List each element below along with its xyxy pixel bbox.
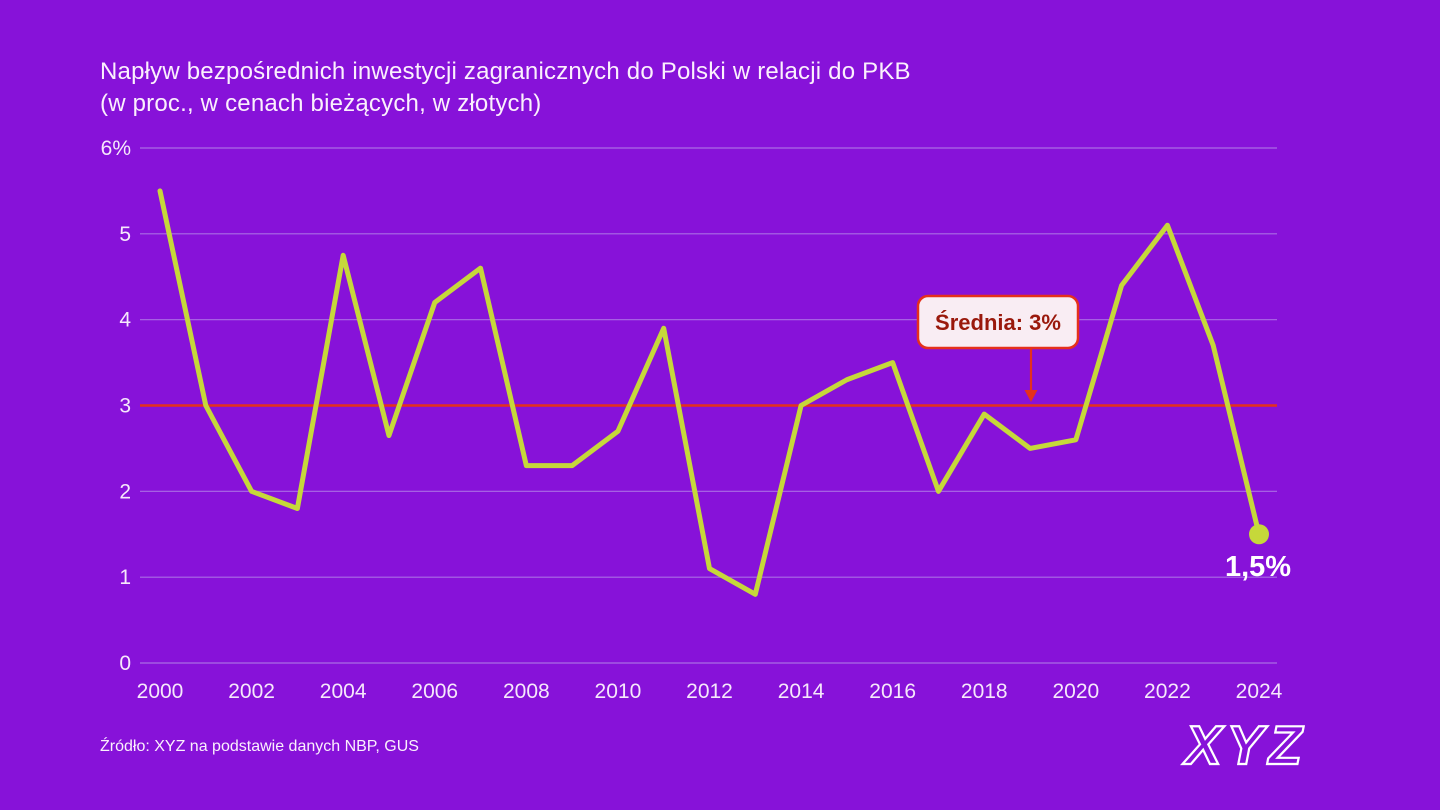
x-tick-label: 2000 — [137, 680, 184, 703]
xyz-logo: XYZ — [1182, 714, 1307, 776]
last-point-marker — [1249, 524, 1269, 545]
chart-title-line1: Napływ bezpośrednich inwestycji zagranic… — [100, 58, 911, 85]
chart-title: Napływ bezpośrednich inwestycji zagranic… — [100, 56, 911, 120]
y-tick-label: 2 — [119, 480, 131, 503]
last-point-label: 1,5% — [1225, 551, 1291, 583]
y-tick-label: 1 — [119, 566, 131, 589]
y-axis-labels: 6% 5 4 3 2 1 0 — [101, 137, 132, 675]
fdi-line — [157, 188, 1262, 597]
y-tick-label: 3 — [119, 395, 131, 418]
annotation-arrow-head-icon — [1024, 390, 1038, 402]
x-tick-label: 2004 — [320, 680, 367, 703]
source-note: Źródło: XYZ na podstawie danych NBP, GUS — [100, 738, 419, 755]
x-tick-label: 2016 — [869, 680, 916, 703]
y-tick-label: 4 — [119, 309, 131, 332]
y-tick-label: 6% — [101, 137, 131, 160]
x-tick-label: 2014 — [778, 680, 825, 703]
annotation-label: Średnia: 3% — [935, 310, 1061, 335]
chart-title-line2: (w proc., w cenach bieżących, w złotych) — [100, 90, 542, 117]
x-tick-label: 2002 — [228, 680, 275, 703]
x-tick-label: 2006 — [411, 680, 458, 703]
x-tick-label: 2020 — [1052, 680, 1099, 703]
annotation-box — [916, 294, 1080, 350]
y-tick-label: 0 — [119, 652, 131, 675]
x-tick-label: 2018 — [961, 680, 1008, 703]
x-tick-label: 2010 — [595, 680, 642, 703]
x-tick-label: 2022 — [1144, 680, 1191, 703]
x-axis-labels: 2000 2002 2004 2006 2008 2010 2012 2014 2016 2018… — [137, 680, 1283, 703]
x-tick-label: 2012 — [686, 680, 733, 703]
average-annotation: Średnia: 3% — [916, 294, 1080, 402]
x-tick-label: 2024 — [1236, 680, 1283, 703]
y-tick-label: 5 — [119, 223, 131, 246]
x-tick-label: 2008 — [503, 680, 550, 703]
